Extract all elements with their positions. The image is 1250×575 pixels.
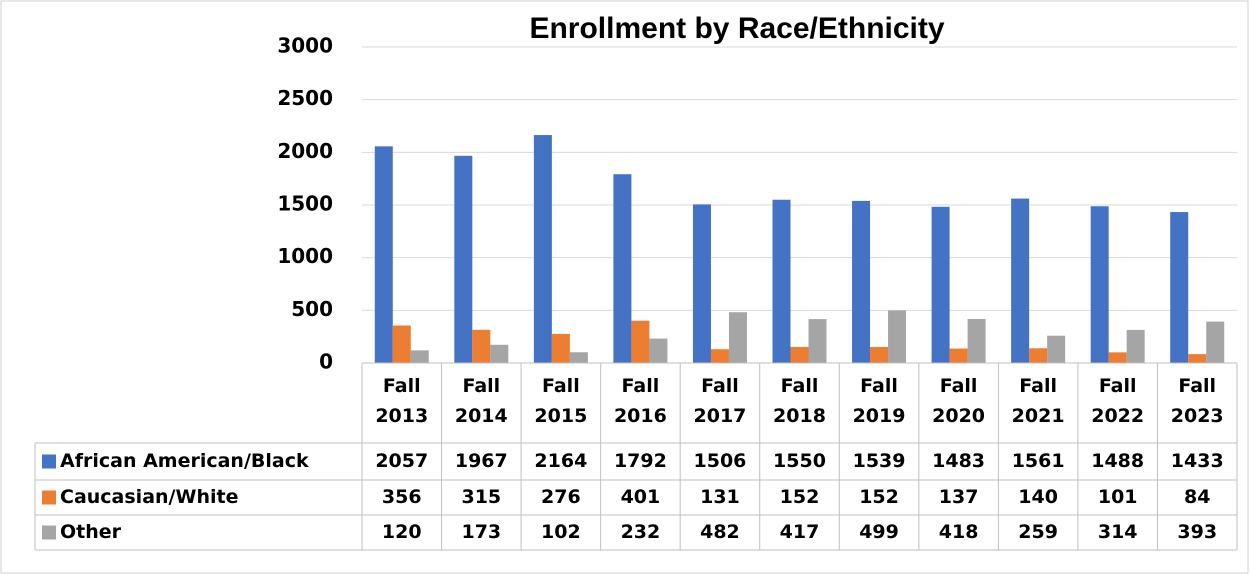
table-value: 1488 xyxy=(1091,450,1144,472)
table-value: 1539 xyxy=(853,450,906,472)
bar xyxy=(1011,198,1030,363)
x-tick-label: Fall 2018 xyxy=(773,375,826,427)
bar xyxy=(533,135,552,363)
legend-key xyxy=(42,490,56,505)
y-tick-label: 1000 xyxy=(277,244,333,268)
legend-label: Caucasian/White xyxy=(60,486,238,508)
table-value: 1550 xyxy=(773,450,826,472)
x-tick-label: Fall 2023 xyxy=(1170,375,1224,427)
bar xyxy=(967,318,986,363)
table-value: 1792 xyxy=(614,450,667,472)
bar xyxy=(790,346,809,363)
bar xyxy=(490,344,509,363)
table-value: 1433 xyxy=(1171,450,1224,472)
bar xyxy=(551,333,570,363)
x-tick-label: Fall 2019 xyxy=(852,375,906,427)
table-value: 232 xyxy=(621,521,661,543)
x-tick-label: Fall 2021 xyxy=(1011,375,1065,427)
legend-label: African American/Black xyxy=(60,450,309,472)
x-tick-label: Fall 2022 xyxy=(1091,375,1145,427)
bar xyxy=(1047,335,1066,363)
table-value: 131 xyxy=(700,486,740,508)
bar xyxy=(374,146,393,363)
x-tick-label: Fall 2016 xyxy=(613,375,667,427)
table-value: 314 xyxy=(1098,521,1138,543)
bar xyxy=(1126,329,1145,363)
table-value: 102 xyxy=(541,521,581,543)
legend-key xyxy=(42,454,56,469)
bar xyxy=(1029,348,1048,363)
legend-label: Other xyxy=(60,521,122,543)
y-tick-label: 0 xyxy=(319,350,333,374)
table-value: 393 xyxy=(1177,521,1217,543)
bar xyxy=(1206,321,1225,363)
x-tick-label: Fall 2014 xyxy=(454,375,508,427)
bar xyxy=(710,349,729,363)
legend-key xyxy=(42,525,56,540)
table-value: 152 xyxy=(780,486,820,508)
table-value: 482 xyxy=(700,521,740,543)
table-value: 1967 xyxy=(455,450,508,472)
bar xyxy=(949,348,968,363)
bar xyxy=(1170,212,1189,363)
table-value: 276 xyxy=(541,486,581,508)
table-value: 499 xyxy=(859,521,899,543)
x-tick-label: Fall 2015 xyxy=(534,375,588,427)
bar xyxy=(888,310,907,363)
bar xyxy=(931,206,950,363)
y-tick-label: 500 xyxy=(291,297,333,321)
y-tick-label: 3000 xyxy=(277,34,333,58)
bar xyxy=(410,350,429,363)
table-value: 140 xyxy=(1018,486,1058,508)
bar xyxy=(454,155,473,363)
y-tick-label: 1500 xyxy=(277,192,333,216)
bar xyxy=(1090,206,1109,363)
table-value: 315 xyxy=(461,486,501,508)
table-value: 84 xyxy=(1184,486,1210,508)
table-value: 120 xyxy=(382,521,422,543)
y-tick-label: 2000 xyxy=(277,139,333,163)
table-value: 1506 xyxy=(694,450,747,472)
table-value: 259 xyxy=(1018,521,1058,543)
table-value: 401 xyxy=(621,486,661,508)
bar xyxy=(870,346,889,363)
bar xyxy=(631,320,650,363)
bar xyxy=(1188,354,1207,363)
table-value: 137 xyxy=(939,486,979,508)
bar xyxy=(569,352,588,363)
bar xyxy=(852,200,871,363)
table-value: 418 xyxy=(939,521,979,543)
bar xyxy=(392,325,411,363)
chart-title: Enrollment by Race/Ethnicity xyxy=(529,12,944,45)
bar xyxy=(1108,352,1127,363)
table-value: 152 xyxy=(859,486,899,508)
table-value: 1561 xyxy=(1012,450,1065,472)
x-tick-label: Fall 2017 xyxy=(693,375,747,427)
table-value: 417 xyxy=(780,521,820,543)
table-value: 101 xyxy=(1098,486,1138,508)
x-tick-label: Fall 2013 xyxy=(375,375,429,427)
bar xyxy=(472,329,491,363)
table-value: 173 xyxy=(461,521,501,543)
y-tick-label: 2500 xyxy=(277,86,333,110)
table-value: 356 xyxy=(382,486,422,508)
x-tick-label: Fall 2020 xyxy=(932,375,986,427)
table-value: 1483 xyxy=(932,450,985,472)
bar xyxy=(692,204,711,363)
bar xyxy=(613,174,632,363)
bar xyxy=(808,319,827,363)
table-value: 2057 xyxy=(375,450,428,472)
bar xyxy=(728,312,747,363)
bar xyxy=(649,338,668,363)
table-value: 2164 xyxy=(534,450,587,472)
bar xyxy=(772,199,791,363)
